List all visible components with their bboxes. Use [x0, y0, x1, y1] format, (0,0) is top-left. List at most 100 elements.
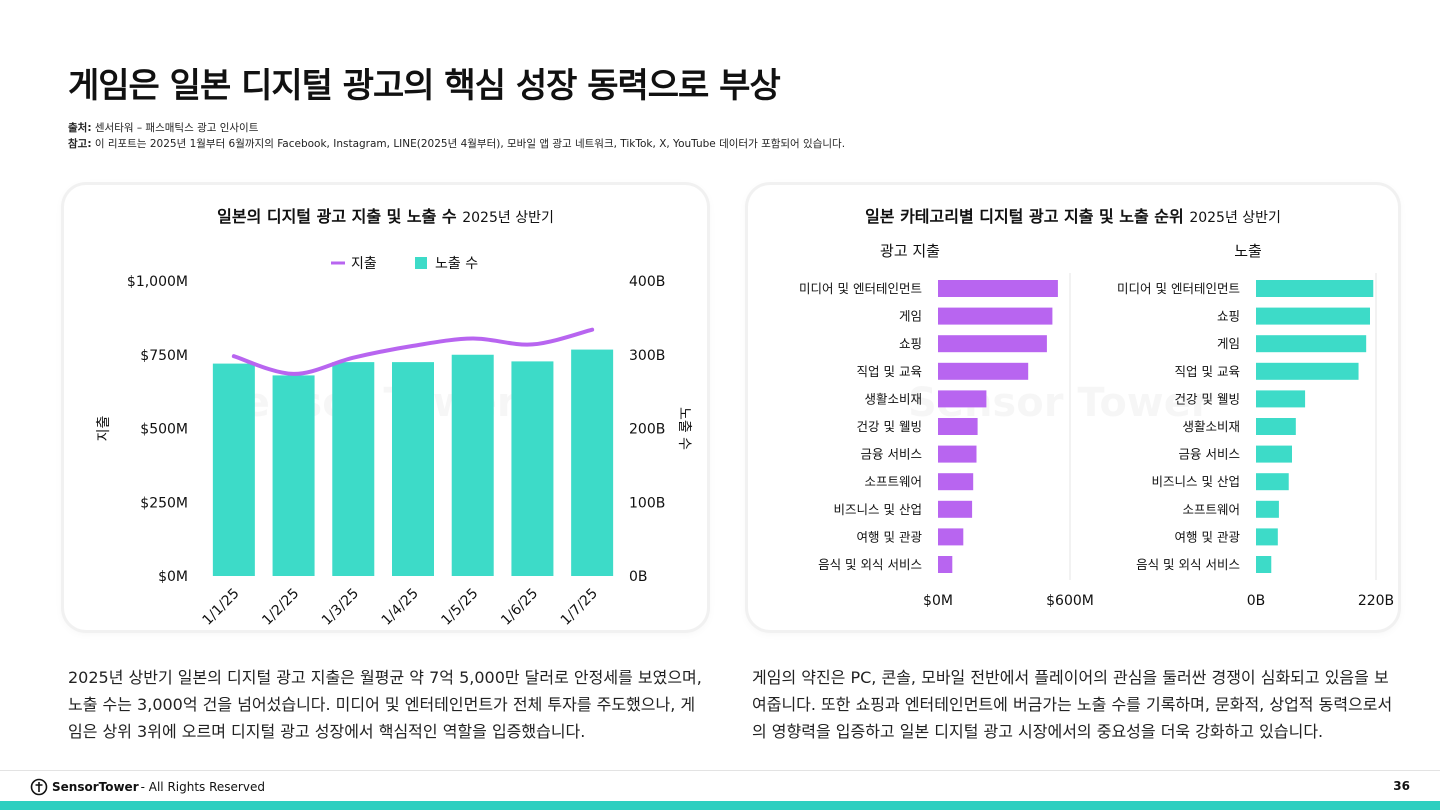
category-bar	[1256, 445, 1292, 463]
impressions-bar	[332, 362, 375, 576]
category-label: 건강 및 웰빙	[857, 419, 922, 434]
category-bar	[1256, 556, 1272, 573]
combo-chart: 지출 노출 수$0M 0B$250M 100B$500M 200B$750M 300B$1…	[96, 256, 692, 629]
impressions-bar	[392, 362, 434, 576]
category-label: 미디어 및 엔터테인먼트	[799, 281, 922, 296]
impressions-bar	[212, 363, 255, 576]
impressions-bar	[272, 375, 315, 576]
category-label: 소프트웨어	[864, 474, 922, 489]
category-bar	[1256, 418, 1296, 435]
category-bar	[938, 528, 964, 546]
category-label: 건강 및 웰빙	[1175, 391, 1240, 406]
category-label: 직업 및 교육	[857, 364, 922, 379]
y-left-axis-label: 지출	[96, 416, 112, 442]
category-bar	[938, 280, 1058, 297]
x-tick-label: 1/7/25	[558, 586, 601, 629]
y-right-tick-label: 100B	[629, 495, 665, 511]
category-label: 게임	[899, 309, 922, 324]
category-bar	[938, 418, 978, 435]
right-chart-title-text: 일본 카테고리별 디지털 광고 지출 및 노출 순위	[865, 207, 1184, 226]
left-description: 2025년 상반기 일본의 디지털 광고 지출은 월평균 약 7억 5,000만…	[68, 668, 702, 741]
y-left-tick-label: $750M	[140, 348, 188, 364]
footer-divider	[0, 770, 1440, 771]
left-chart-subtitle: 2025년 상반기	[462, 210, 554, 226]
x-tick-label: $0M	[923, 593, 953, 609]
panel-header: 노출	[1234, 242, 1262, 260]
category-label: 여행 및 관광	[1175, 529, 1241, 544]
category-label: 쇼핑	[899, 336, 922, 351]
category-bar	[938, 335, 1047, 353]
source-line: 출처: 센서타워 – 패스매틱스 광고 인사이트	[68, 120, 845, 136]
right-description: 게임의 약진은 PC, 콘솔, 모바일 전반에서 플레이어의 관심을 둘러싼 경…	[752, 668, 1393, 741]
impressions-bar	[571, 349, 614, 576]
note-line: 참고: 이 리포트는 2025년 1월부터 6월까지의 Facebook, In…	[68, 136, 845, 152]
legend-impressions-label: 노출 수	[435, 256, 478, 272]
footer-brand: SensorTower - All Rights Reserved	[30, 778, 265, 796]
category-label: 음식 및 외식 서비스	[818, 557, 922, 572]
category-bar	[938, 445, 977, 463]
footer-brand-name: SensorTower	[52, 780, 139, 794]
left-chart-title-text: 일본의 디지털 광고 지출 및 노출 수	[217, 207, 457, 226]
y-left-tick-label: $250M	[140, 495, 188, 511]
category-bar	[938, 307, 1053, 325]
category-label: 비즈니스 및 산업	[834, 502, 922, 517]
page-number: 36	[1393, 779, 1410, 793]
page-title: 게임은 일본 디지털 광고의 핵심 성장 동력으로 부상	[68, 66, 781, 106]
category-bar	[1256, 500, 1279, 518]
right-chart-title: 일본 카테고리별 디지털 광고 지출 및 노출 순위 2025년 상반기	[748, 203, 1398, 227]
x-tick-label: $600M	[1046, 593, 1094, 609]
x-tick-label: 0B	[1247, 593, 1266, 609]
panel-header: 광고 지출	[880, 242, 940, 260]
y-left-tick-label: $1,000M	[127, 274, 188, 290]
category-bar	[1256, 335, 1367, 353]
y-right-tick-label: 400B	[629, 274, 665, 290]
note-label: 참고:	[68, 138, 92, 150]
note-text: 이 리포트는 2025년 1월부터 6월까지의 Facebook, Instag…	[91, 138, 846, 150]
y-left-tick-label: $0M	[158, 569, 188, 585]
category-label: 금융 서비스	[861, 447, 922, 462]
footer-accent-bar	[0, 801, 1440, 810]
category-label: 게임	[1217, 336, 1240, 351]
x-tick-label: 1/4/25	[379, 586, 422, 629]
category-label: 소프트웨어	[1182, 502, 1240, 517]
y-right-tick-label: 0B	[629, 569, 648, 585]
category-label: 쇼핑	[1217, 309, 1240, 324]
category-label: 금융 서비스	[1179, 447, 1240, 462]
legend-impressions-swatch	[415, 257, 427, 269]
category-bar	[1256, 390, 1306, 408]
category-bar	[1256, 307, 1370, 325]
y-right-axis-label: 노출 수	[676, 407, 692, 450]
category-label: 생활소비재	[1182, 419, 1240, 434]
impressions-bar	[511, 361, 554, 576]
x-tick-label: 1/1/25	[200, 586, 243, 629]
left-chart-title: 일본의 디지털 광고 지출 및 노출 수 2025년 상반기	[64, 203, 707, 227]
category-label: 여행 및 관광	[857, 529, 923, 544]
x-tick-label: 1/6/25	[498, 586, 541, 629]
category-label: 직업 및 교육	[1175, 364, 1240, 379]
y-right-tick-label: 300B	[629, 348, 665, 364]
category-label: 음식 및 외식 서비스	[1136, 557, 1240, 572]
category-bar	[1256, 473, 1289, 491]
category-bar	[938, 362, 1029, 380]
x-tick-label: 1/2/25	[259, 586, 302, 629]
category-label: 미디어 및 엔터테인먼트	[1117, 281, 1240, 296]
impressions-bar	[451, 354, 494, 576]
category-bar	[938, 390, 987, 408]
source-text: 센서타워 – 패스매틱스 광고 인사이트	[91, 122, 259, 134]
category-label: 비즈니스 및 산업	[1152, 474, 1240, 489]
category-label: 생활소비재	[864, 391, 922, 406]
category-bar	[1256, 528, 1278, 546]
x-tick-label: 220B	[1358, 593, 1394, 609]
category-bar	[1256, 280, 1374, 297]
category-bar	[938, 556, 953, 573]
right-chart-subtitle: 2025년 상반기	[1189, 210, 1281, 226]
source-label: 출처:	[68, 122, 92, 134]
x-tick-label: 1/3/25	[319, 586, 362, 629]
x-tick-label: 1/5/25	[438, 586, 481, 629]
legend-spend-label: 지출	[351, 256, 377, 272]
source-notes: 출처: 센서타워 – 패스매틱스 광고 인사이트 참고: 이 리포트는 2025…	[68, 120, 845, 152]
category-bar	[938, 500, 973, 518]
spend-line	[231, 327, 595, 376]
y-right-tick-label: 200B	[629, 422, 665, 438]
